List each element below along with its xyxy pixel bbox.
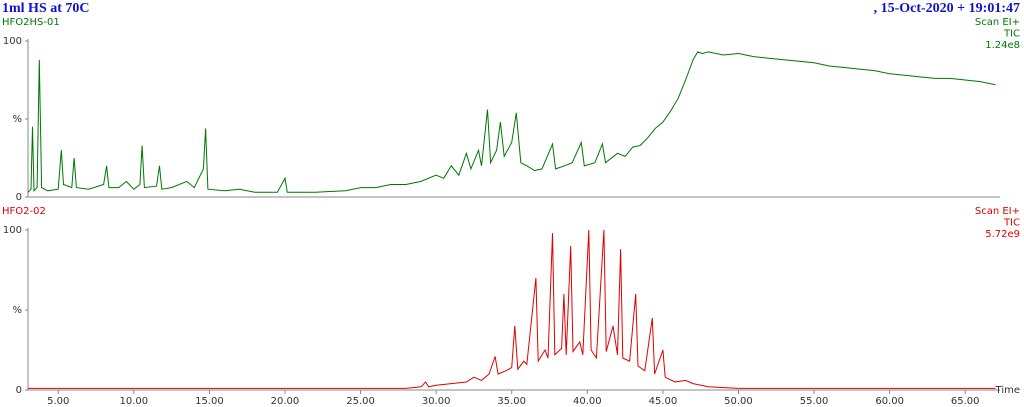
x-tick-label: 10.00 bbox=[119, 396, 148, 407]
panel-annotation: TIC bbox=[1003, 29, 1020, 40]
trace-line bbox=[28, 229, 996, 389]
x-tick-label: 60.00 bbox=[875, 396, 904, 407]
y-tick-label: 0 bbox=[16, 385, 22, 396]
y-tick-label: % bbox=[12, 305, 22, 316]
y-tick-label: 0 bbox=[16, 192, 22, 203]
panel-title: HFO2-02 bbox=[2, 206, 46, 217]
x-tick-label: 15.00 bbox=[195, 396, 224, 407]
report-timestamp: , 15-Oct-2020 + 19:01:47 bbox=[874, 1, 1020, 16]
y-tick-label: 100 bbox=[3, 36, 22, 47]
x-tick-label: 55.00 bbox=[800, 396, 829, 407]
x-tick-label: 30.00 bbox=[422, 396, 451, 407]
x-tick-label: 5.00 bbox=[47, 396, 69, 407]
x-tick-label: 40.00 bbox=[573, 396, 602, 407]
x-tick-label: 20.00 bbox=[271, 396, 300, 407]
panel-annotation: 5.72e9 bbox=[985, 229, 1020, 240]
panel-annotation: Scan EI+ bbox=[975, 206, 1020, 217]
report-title: 1ml HS at 70C bbox=[2, 1, 90, 16]
panel-annotation: Scan EI+ bbox=[975, 17, 1020, 28]
y-tick-label: 100 bbox=[3, 225, 22, 236]
y-tick-label: % bbox=[12, 114, 22, 125]
x-axis-label: Time bbox=[995, 385, 1020, 396]
x-tick-label: 25.00 bbox=[346, 396, 375, 407]
panel-annotation: 1.24e8 bbox=[985, 40, 1020, 51]
x-tick-label: 45.00 bbox=[649, 396, 678, 407]
trace-line bbox=[27, 51, 996, 193]
x-tick-label: 65.00 bbox=[951, 396, 980, 407]
x-tick-label: 50.00 bbox=[724, 396, 753, 407]
panel-title: HFO2HS-01 bbox=[2, 17, 60, 28]
panel-annotation: TIC bbox=[1003, 218, 1020, 229]
x-tick-label: 35.00 bbox=[497, 396, 526, 407]
